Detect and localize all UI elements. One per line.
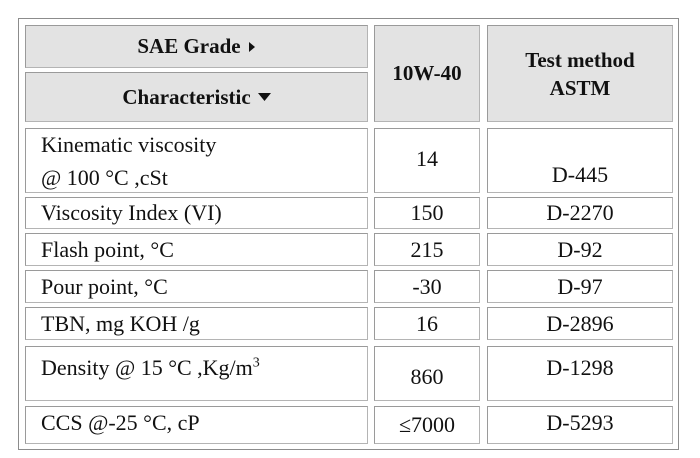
cell: 215 [374, 233, 480, 266]
cell-text: Viscosity Index (VI) [41, 200, 222, 225]
cell: D-2896 [487, 307, 673, 340]
sort-arrow-right [248, 41, 255, 52]
header-cell: 10W-40 [374, 25, 480, 122]
cell: D-445 [487, 128, 673, 193]
cell-text: D-5293 [546, 410, 614, 435]
cell: 150 [374, 197, 480, 229]
cell-text: -30 [412, 273, 442, 299]
cell: CCS @-25 °C, cP [25, 406, 368, 444]
cell-text: 14 [416, 145, 438, 171]
header-cell[interactable]: Characteristic [25, 72, 368, 122]
header-cell[interactable]: SAE Grade [25, 25, 368, 68]
cell: 860 [374, 346, 480, 401]
header-text: Characteristic [122, 84, 251, 109]
cell: D-92 [487, 233, 673, 266]
cell-text: D-1298 [546, 355, 614, 380]
header-text: Test method ASTM [525, 47, 635, 100]
cell-text: D-2270 [546, 200, 614, 225]
cell: D-97 [487, 270, 673, 303]
cell-text: Density @ 15 °C ,Kg/m3 [41, 355, 260, 381]
cell: 14 [374, 128, 480, 193]
sort-arrow-down [257, 93, 271, 101]
cell-text: D-92 [557, 236, 603, 262]
cell: TBN, mg KOH /g [25, 307, 368, 340]
cell-text: Flash point, °C [41, 236, 174, 262]
header-cell: Test method ASTM [487, 25, 673, 122]
superscript: 3 [252, 355, 260, 371]
cell-text: CCS @-25 °C, cP [41, 410, 200, 435]
cell-text: D-97 [557, 273, 603, 299]
cell-text: D-445 [551, 162, 609, 187]
header-text: 10W-40 [392, 61, 462, 85]
cell: ≤7000 [374, 406, 480, 444]
cell: Density @ 15 °C ,Kg/m3 [25, 346, 368, 401]
cell: 16 [374, 307, 480, 340]
cell: Kinematic viscosity @ 100 °C ,cSt [25, 128, 368, 193]
cell-text: 16 [416, 310, 438, 336]
cell-text: ≤7000 [398, 412, 456, 437]
table-frame [18, 18, 679, 450]
cell-text: Kinematic viscosity [41, 131, 217, 157]
cell: D-2270 [487, 197, 673, 229]
cell: -30 [374, 270, 480, 303]
cell: Flash point, °C [25, 233, 368, 266]
cell: Viscosity Index (VI) [25, 197, 368, 229]
cell: D-1298 [487, 346, 673, 401]
cell-text: Pour point, °C [41, 273, 168, 299]
cell-text: 860 [410, 363, 444, 389]
cell-text: 215 [410, 236, 444, 262]
cell-text: TBN, mg KOH /g [41, 310, 200, 336]
header-text: SAE Grade [137, 34, 241, 58]
cell: D-5293 [487, 406, 673, 444]
cell-text: 150 [410, 200, 444, 225]
cell-text: Density @ 15 °C ,Kg/m [41, 355, 253, 380]
cell-text: D-2896 [546, 310, 614, 336]
cell-text: @ 100 °C ,cSt [41, 164, 168, 190]
cell: Pour point, °C [25, 270, 368, 303]
